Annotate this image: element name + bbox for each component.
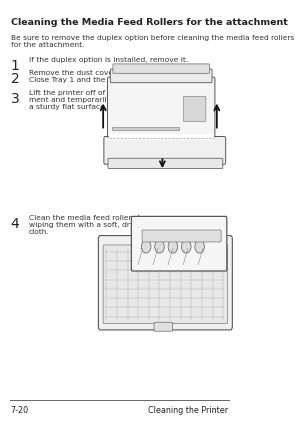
Text: 3: 3 [11, 92, 20, 106]
FancyBboxPatch shape [131, 217, 227, 271]
FancyBboxPatch shape [104, 137, 226, 165]
Bar [109, 135, 214, 141]
FancyBboxPatch shape [183, 97, 206, 122]
Text: 7-20: 7-20 [11, 405, 29, 414]
FancyBboxPatch shape [113, 65, 209, 74]
Ellipse shape [182, 241, 191, 253]
Bar [112, 127, 179, 131]
Ellipse shape [195, 241, 204, 253]
Ellipse shape [155, 241, 164, 253]
FancyBboxPatch shape [103, 245, 228, 324]
Text: 1: 1 [11, 59, 20, 73]
FancyBboxPatch shape [142, 230, 221, 242]
Text: Be sure to remove the duplex option before cleaning the media feed rollers
for t: Be sure to remove the duplex option befo… [11, 35, 294, 48]
FancyBboxPatch shape [107, 78, 215, 138]
FancyBboxPatch shape [108, 159, 223, 169]
Text: 2: 2 [11, 72, 20, 86]
Text: Remove the dust cover from Tray 1.
Close Tray 1 and the output tray.: Remove the dust cover from Tray 1. Close… [29, 69, 163, 82]
Text: Cleaning the Media Feed Rollers for the attachment: Cleaning the Media Feed Rollers for the … [11, 18, 288, 27]
Text: Cleaning the Printer: Cleaning the Printer [148, 405, 228, 414]
Ellipse shape [141, 241, 151, 253]
Ellipse shape [168, 241, 178, 253]
Text: Lift the printer off of the attach-
ment and temporarily place it on
a sturdy fl: Lift the printer off of the attach- ment… [29, 90, 152, 110]
FancyBboxPatch shape [110, 70, 212, 83]
Text: Clean the media feed rollers by
wiping them with a soft, dry
cloth.: Clean the media feed rollers by wiping t… [29, 214, 147, 234]
FancyBboxPatch shape [98, 236, 232, 330]
Text: 4: 4 [11, 216, 20, 230]
FancyBboxPatch shape [154, 322, 172, 331]
Text: If the duplex option is installed, remove it.: If the duplex option is installed, remov… [29, 57, 188, 63]
